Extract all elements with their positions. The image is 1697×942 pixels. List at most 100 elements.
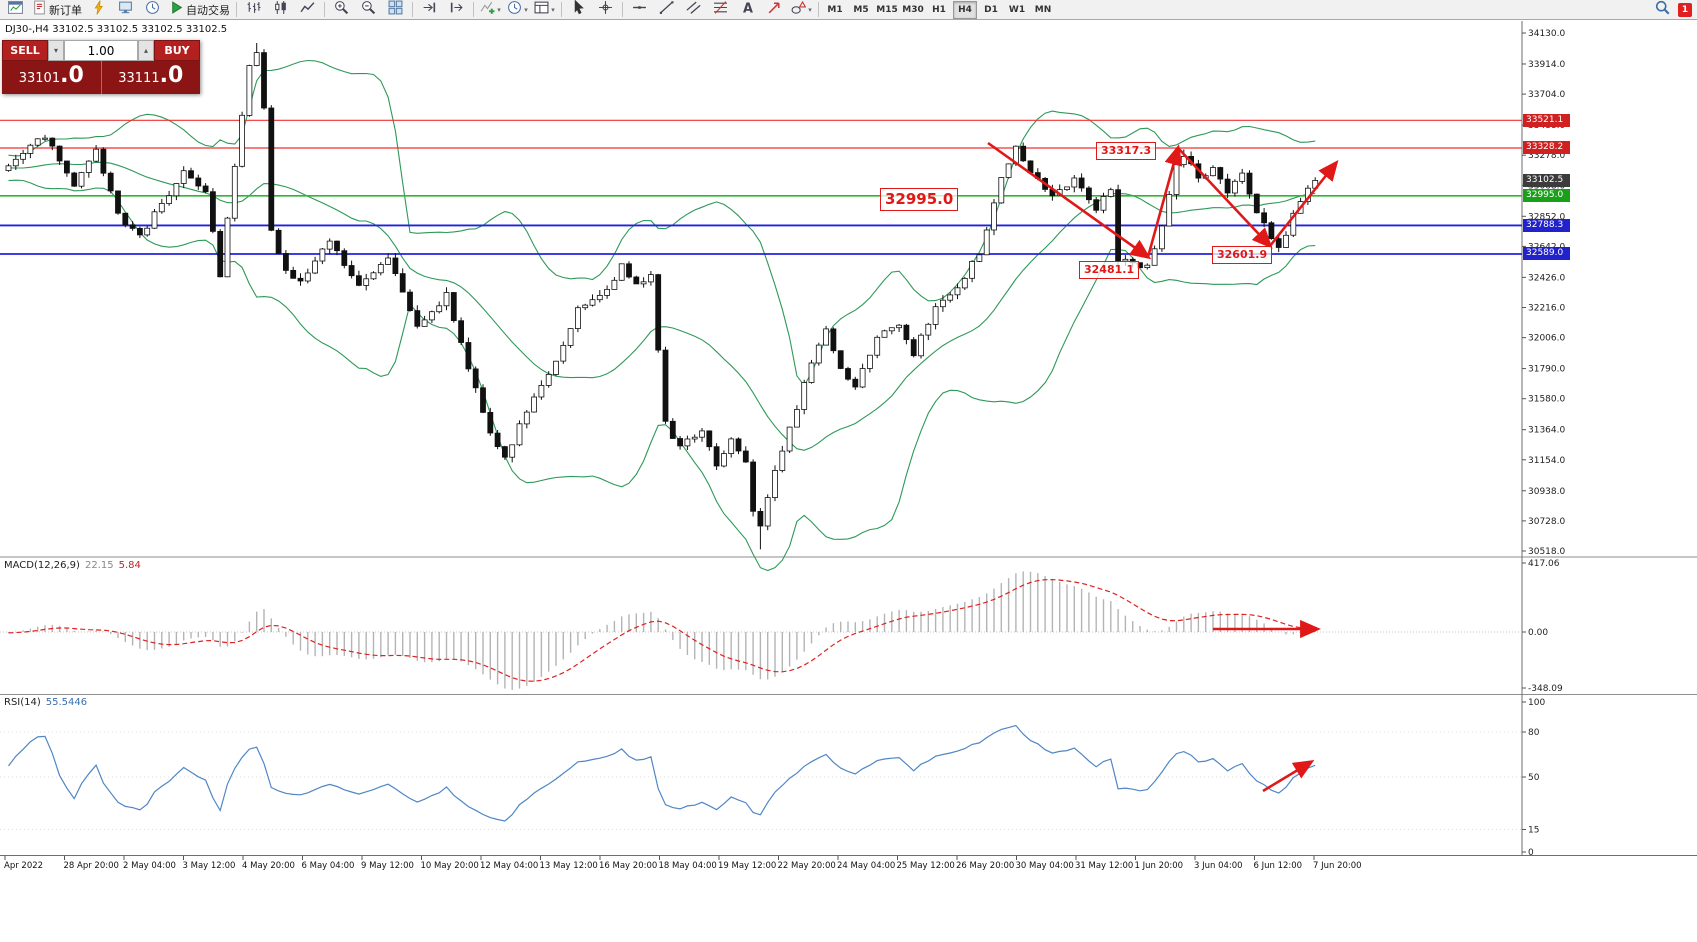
favorites-button[interactable] <box>85 0 112 20</box>
svg-text:3 May 12:00: 3 May 12:00 <box>183 861 236 871</box>
timeframe-m5-button[interactable]: M5 <box>853 4 869 15</box>
crosshair-tool-button[interactable] <box>592 0 619 20</box>
svg-text:33278.0: 33278.0 <box>1528 151 1565 161</box>
price-callout-label[interactable]: 33317.3 <box>1096 142 1157 160</box>
svg-text:31790.0: 31790.0 <box>1528 365 1565 375</box>
svg-text:31364.0: 31364.0 <box>1528 426 1565 436</box>
timeframe-mn-button[interactable]: MN <box>1034 4 1052 15</box>
svg-text:31 May 12:00: 31 May 12:00 <box>1075 861 1133 871</box>
svg-text:24 May 04:00: 24 May 04:00 <box>837 861 895 871</box>
volume-stepper-icon[interactable]: ▴ <box>138 40 154 61</box>
svg-text:7 Jun 20:00: 7 Jun 20:00 <box>1313 861 1362 871</box>
periods-button[interactable]: ▾ <box>504 0 531 20</box>
dropdown-caret-icon: ▾ <box>551 5 555 14</box>
one-click-trading-panel: SELL ▾ ▴ BUY 33101.0 33111.0 <box>2 40 200 94</box>
volume-input[interactable] <box>64 40 138 61</box>
svg-text:31580.0: 31580.0 <box>1528 395 1565 405</box>
favorites-icon <box>91 0 106 19</box>
price-callout-label[interactable]: 32601.9 <box>1212 246 1273 264</box>
fibonacci-tool-icon <box>713 0 728 19</box>
line-chart-button[interactable] <box>294 0 321 20</box>
candlestick-chart-button[interactable] <box>267 0 294 20</box>
timeframe-h4-button[interactable]: H4 <box>953 0 977 19</box>
price-callout-label[interactable]: 32481.1 <box>1079 261 1140 279</box>
auto-trading-button[interactable]: 自动交易 <box>166 0 233 20</box>
text-tool-button[interactable]: A <box>734 0 761 20</box>
timeframe-d1-button[interactable]: D1 <box>984 4 998 15</box>
strategy-tester-button[interactable] <box>139 0 166 20</box>
svg-text:25 May 12:00: 25 May 12:00 <box>897 861 955 871</box>
channel-tool-button[interactable] <box>680 0 707 20</box>
svg-text:32216.0: 32216.0 <box>1528 303 1565 313</box>
time-axis[interactable]: Apr 2022 28 Apr 20:00 2 May 04:00 3 May 12:… <box>4 856 1362 871</box>
price-callout-label[interactable]: 32995.0 <box>880 188 959 211</box>
zoom-out-icon <box>361 0 376 19</box>
svg-text:33704.0: 33704.0 <box>1528 90 1565 100</box>
cursor-tool-button[interactable] <box>565 0 592 20</box>
buy-button[interactable]: BUY <box>154 40 200 61</box>
rsi-value: 55.5446 <box>45 697 88 708</box>
arrow-tool-button[interactable] <box>761 0 788 20</box>
trend-annotation-arrows[interactable] <box>987 141 1339 793</box>
buy-price[interactable]: 33111.0 <box>102 61 201 94</box>
timeframe-m15-button[interactable]: M15 <box>876 4 898 15</box>
search-button[interactable] <box>1649 0 1676 20</box>
svg-text:A: A <box>743 1 753 15</box>
price-level-box: 32589.0 <box>1523 247 1570 261</box>
horizontal-line-tool-button[interactable] <box>626 0 653 20</box>
auto-trading-icon <box>169 0 184 19</box>
toolbar-separator <box>561 2 562 17</box>
templates-button[interactable]: ▾ <box>531 0 558 20</box>
price-level-box: 33521.1 <box>1523 113 1570 127</box>
timeframe-h1-button[interactable]: H1 <box>932 4 946 15</box>
sell-price[interactable]: 33101.0 <box>2 61 102 94</box>
cursor-tool-icon <box>571 0 586 19</box>
rsi-label-text: RSI(14) <box>4 697 41 708</box>
dropdown-caret-icon: ▾ <box>808 5 812 14</box>
horizontal-level-lines[interactable] <box>0 119 1522 255</box>
notification-badge[interactable]: 1 <box>1678 2 1692 17</box>
text-tool-icon: A <box>740 0 755 19</box>
new-chart-button[interactable] <box>2 0 29 20</box>
shapes-tool-button[interactable]: ▾ <box>788 0 815 20</box>
chart-shift-icon <box>449 0 464 19</box>
zoom-in-button[interactable] <box>328 0 355 20</box>
periods-icon <box>507 0 522 19</box>
svg-text:0.00: 0.00 <box>1528 628 1548 638</box>
chart-shift-button[interactable] <box>443 0 470 20</box>
fibonacci-tool-button[interactable] <box>707 0 734 20</box>
price-level-box: 33328.2 <box>1523 141 1570 155</box>
zoom-out-button[interactable] <box>355 0 382 20</box>
volume-dropdown-icon[interactable]: ▾ <box>48 40 64 61</box>
svg-text:6 May 04:00: 6 May 04:00 <box>302 861 355 871</box>
toolbar-separator <box>622 2 623 17</box>
trendline-tool-button[interactable] <box>653 0 680 20</box>
strategy-tester-icon <box>145 0 160 19</box>
svg-text:13 May 12:00: 13 May 12:00 <box>540 861 598 871</box>
svg-text:Apr 2022: Apr 2022 <box>4 861 43 871</box>
tile-windows-button[interactable] <box>382 0 409 20</box>
svg-text:26 May 20:00: 26 May 20:00 <box>956 861 1014 871</box>
indicators-button[interactable]: ▾ <box>477 0 504 20</box>
svg-text:31154.0: 31154.0 <box>1528 456 1565 466</box>
buy-price-frac: .0 <box>159 63 184 88</box>
auto-scroll-button[interactable] <box>416 0 443 20</box>
svg-text:2 May 04:00: 2 May 04:00 <box>123 861 176 871</box>
timeframe-m1-button[interactable]: M1 <box>827 4 843 15</box>
timeframe-w1-button[interactable]: W1 <box>1008 4 1026 15</box>
svg-text:30728.0: 30728.0 <box>1528 517 1565 527</box>
new-order-button[interactable]: 新订单 <box>29 0 85 20</box>
timeframe-m30-button[interactable]: M30 <box>902 4 924 15</box>
templates-icon <box>534 0 549 19</box>
svg-text:50: 50 <box>1528 773 1540 783</box>
price-level-box: 32788.3 <box>1523 218 1570 232</box>
bars-chart-button[interactable] <box>240 0 267 20</box>
sell-button[interactable]: SELL <box>2 40 48 61</box>
new-order-icon <box>32 0 47 19</box>
rsi-indicator <box>0 724 1522 830</box>
market-watch-button[interactable] <box>112 0 139 20</box>
svg-text:417.06: 417.06 <box>1528 559 1560 569</box>
svg-text:28 Apr 20:00: 28 Apr 20:00 <box>64 861 119 871</box>
